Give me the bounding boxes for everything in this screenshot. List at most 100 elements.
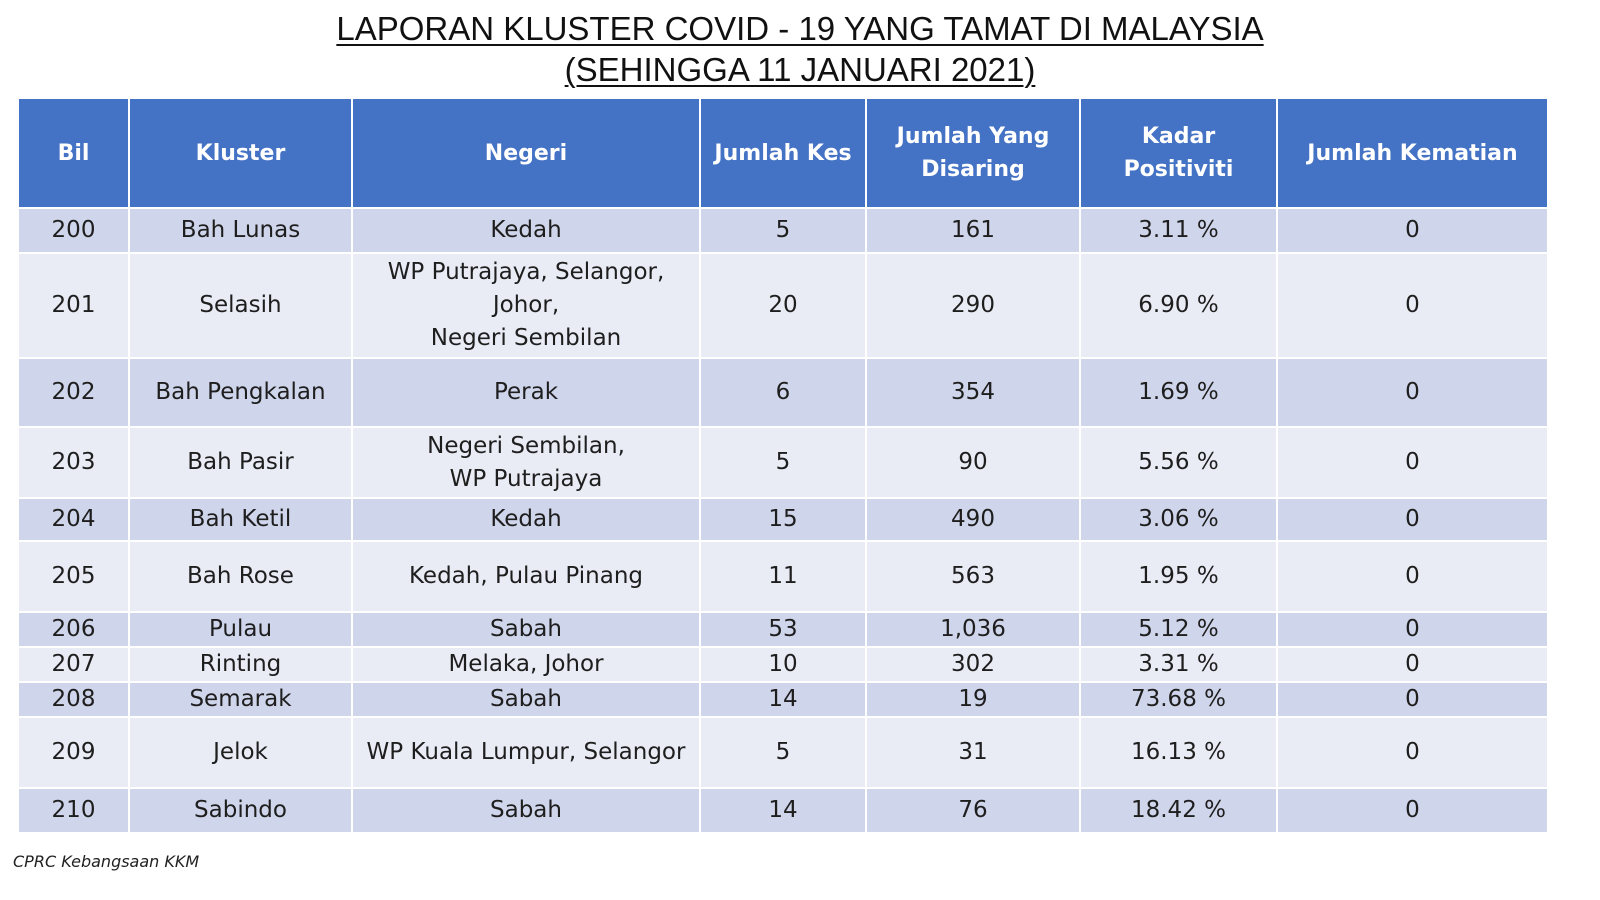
cell-jumlah-disaring: 490	[865, 497, 1081, 542]
cell-jumlah-disaring: 161	[865, 207, 1081, 254]
cell-jumlah-kematian: 0	[1276, 681, 1549, 718]
cell-jumlah-disaring: 19	[865, 681, 1081, 718]
negeri-line: Kedah, Pulau Pinang	[409, 563, 643, 589]
cell-bil: 207	[17, 646, 130, 683]
cell-kadar-positiviti: 6.90 %	[1079, 252, 1278, 359]
cell-jumlah-kes: 53	[699, 611, 867, 648]
negeri-line: WP Putrajaya	[449, 465, 603, 492]
cell-kadar-positiviti: 5.12 %	[1079, 611, 1278, 648]
cell-kadar-positiviti: 3.11 %	[1079, 207, 1278, 254]
cell-kadar-positiviti: 5.56 %	[1079, 426, 1278, 499]
cell-kluster: Jelok	[128, 716, 353, 789]
cell-bil: 202	[17, 357, 130, 428]
cell-bil: 204	[17, 497, 130, 542]
header-jumlah-disaring: Jumlah Yang Disaring	[865, 97, 1081, 209]
cell-bil: 206	[17, 611, 130, 648]
cell-negeri: Sabah	[351, 787, 701, 834]
cell-bil: 203	[17, 426, 130, 499]
title-line-2: (SEHINGGA 11 JANUARI 2021)	[564, 51, 1036, 88]
negeri-line: Negeri Sembilan	[430, 325, 622, 351]
cell-kadar-positiviti: 3.06 %	[1079, 497, 1278, 542]
cell-kluster: Pulau	[128, 611, 353, 648]
cell-jumlah-kematian: 0	[1276, 252, 1549, 359]
cell-negeri: WP Kuala Lumpur, Selangor	[351, 716, 701, 789]
negeri-line: Kedah	[490, 506, 562, 532]
cell-jumlah-disaring: 76	[865, 787, 1081, 834]
cell-bil: 209	[17, 716, 130, 789]
cell-negeri: Sabah	[351, 681, 701, 718]
cell-kadar-positiviti: 1.69 %	[1079, 357, 1278, 428]
cell-negeri: Melaka, Johor	[351, 646, 701, 683]
cell-jumlah-kematian: 0	[1276, 611, 1549, 648]
header-kluster: Kluster	[128, 97, 353, 209]
cell-negeri: Sabah	[351, 611, 701, 648]
table-row: 203 Bah Pasir Negeri Sembilan, WP Putrajaya…	[17, 426, 1549, 499]
cell-jumlah-disaring: 354	[865, 357, 1081, 428]
cell-jumlah-kematian: 0	[1276, 787, 1549, 834]
cell-jumlah-kematian: 0	[1276, 426, 1549, 499]
cell-kadar-positiviti: 18.42 %	[1079, 787, 1278, 834]
cell-jumlah-disaring: 563	[865, 540, 1081, 613]
table-row: 201 Selasih WP Putrajaya, Selangor, Johor,…	[17, 252, 1549, 359]
table-row: 207 Rinting Melaka, Johor 10 302 3.31 % 0	[17, 646, 1549, 683]
cell-jumlah-kes: 10	[699, 646, 867, 683]
cell-jumlah-kes: 6	[699, 357, 867, 428]
cell-bil: 200	[17, 207, 130, 254]
cell-kluster: Sabindo	[128, 787, 353, 834]
cell-jumlah-kes: 11	[699, 540, 867, 613]
cell-jumlah-kematian: 0	[1276, 646, 1549, 683]
cell-kluster: Bah Pasir	[128, 426, 353, 499]
cell-jumlah-disaring: 31	[865, 716, 1081, 789]
table-row: 210 Sabindo Sabah 14 76 18.42 % 0	[17, 787, 1549, 834]
cell-negeri: Kedah	[351, 497, 701, 542]
page-title: LAPORAN KLUSTER COVID - 19 YANG TAMAT DI…	[0, 8, 1600, 90]
cell-jumlah-disaring: 90	[865, 426, 1081, 499]
negeri-line: Sabah	[490, 797, 562, 823]
table-row: 209 Jelok WP Kuala Lumpur, Selangor 5 31 16.1…	[17, 716, 1549, 789]
cluster-table: Bil Kluster Negeri Jumlah Kes Jumlah Yan…	[17, 97, 1549, 834]
cell-kluster: Bah Lunas	[128, 207, 353, 254]
table-row: 206 Pulau Sabah 53 1,036 5.12 % 0	[17, 611, 1549, 648]
cell-kluster: Semarak	[128, 681, 353, 718]
table-row: 204 Bah Ketil Kedah 15 490 3.06 % 0	[17, 497, 1549, 542]
cell-jumlah-kes: 14	[699, 681, 867, 718]
header-jumlah-kes: Jumlah Kes	[699, 97, 867, 209]
cell-jumlah-kes: 5	[699, 426, 867, 499]
negeri-line: Melaka, Johor	[448, 651, 604, 677]
negeri-line: Negeri Sembilan,	[427, 432, 625, 459]
cell-negeri: WP Putrajaya, Selangor, Johor, Negeri Sem…	[351, 252, 701, 359]
table-row: 208 Semarak Sabah 14 19 73.68 % 0	[17, 681, 1549, 718]
header-jumlah-kematian: Jumlah Kematian	[1276, 97, 1549, 209]
negeri-line: Kedah	[490, 217, 562, 243]
negeri-line: Sabah	[490, 616, 562, 642]
cell-negeri: Negeri Sembilan, WP Putrajaya	[351, 426, 701, 499]
cell-jumlah-kematian: 0	[1276, 207, 1549, 254]
table-body: 200 Bah Lunas Kedah 5 161 3.11 % 0 201 Selasih WP…	[17, 207, 1549, 834]
cell-jumlah-kematian: 0	[1276, 497, 1549, 542]
source-footer: CPRC Kebangsaan KKM	[13, 852, 200, 871]
table-row: 202 Bah Pengkalan Perak 6 354 1.69 % 0	[17, 357, 1549, 428]
negeri-line: Sabah	[490, 686, 562, 712]
cell-bil: 201	[17, 252, 130, 359]
cell-negeri: Kedah, Pulau Pinang	[351, 540, 701, 613]
header-negeri: Negeri	[351, 97, 701, 209]
cell-jumlah-kematian: 0	[1276, 716, 1549, 789]
cell-jumlah-disaring: 1,036	[865, 611, 1081, 648]
cell-jumlah-kematian: 0	[1276, 540, 1549, 613]
negeri-line: Perak	[493, 379, 559, 405]
table-row: 205 Bah Rose Kedah, Pulau Pinang 11 563 1.95 …	[17, 540, 1549, 613]
cell-negeri: Perak	[351, 357, 701, 428]
negeri-line: WP Kuala Lumpur, Selangor	[366, 739, 686, 765]
cell-jumlah-disaring: 302	[865, 646, 1081, 683]
cell-kluster: Selasih	[128, 252, 353, 359]
cell-kluster: Bah Rose	[128, 540, 353, 613]
negeri-line: WP Putrajaya, Selangor, Johor,	[387, 259, 665, 318]
cell-kadar-positiviti: 16.13 %	[1079, 716, 1278, 789]
cell-jumlah-kes: 14	[699, 787, 867, 834]
cell-jumlah-kematian: 0	[1276, 357, 1549, 428]
cell-jumlah-kes: 15	[699, 497, 867, 542]
cell-bil: 205	[17, 540, 130, 613]
cell-negeri: Kedah	[351, 207, 701, 254]
table-row: 200 Bah Lunas Kedah 5 161 3.11 % 0	[17, 207, 1549, 254]
header-kadar-positiviti: Kadar Positiviti	[1079, 97, 1278, 209]
